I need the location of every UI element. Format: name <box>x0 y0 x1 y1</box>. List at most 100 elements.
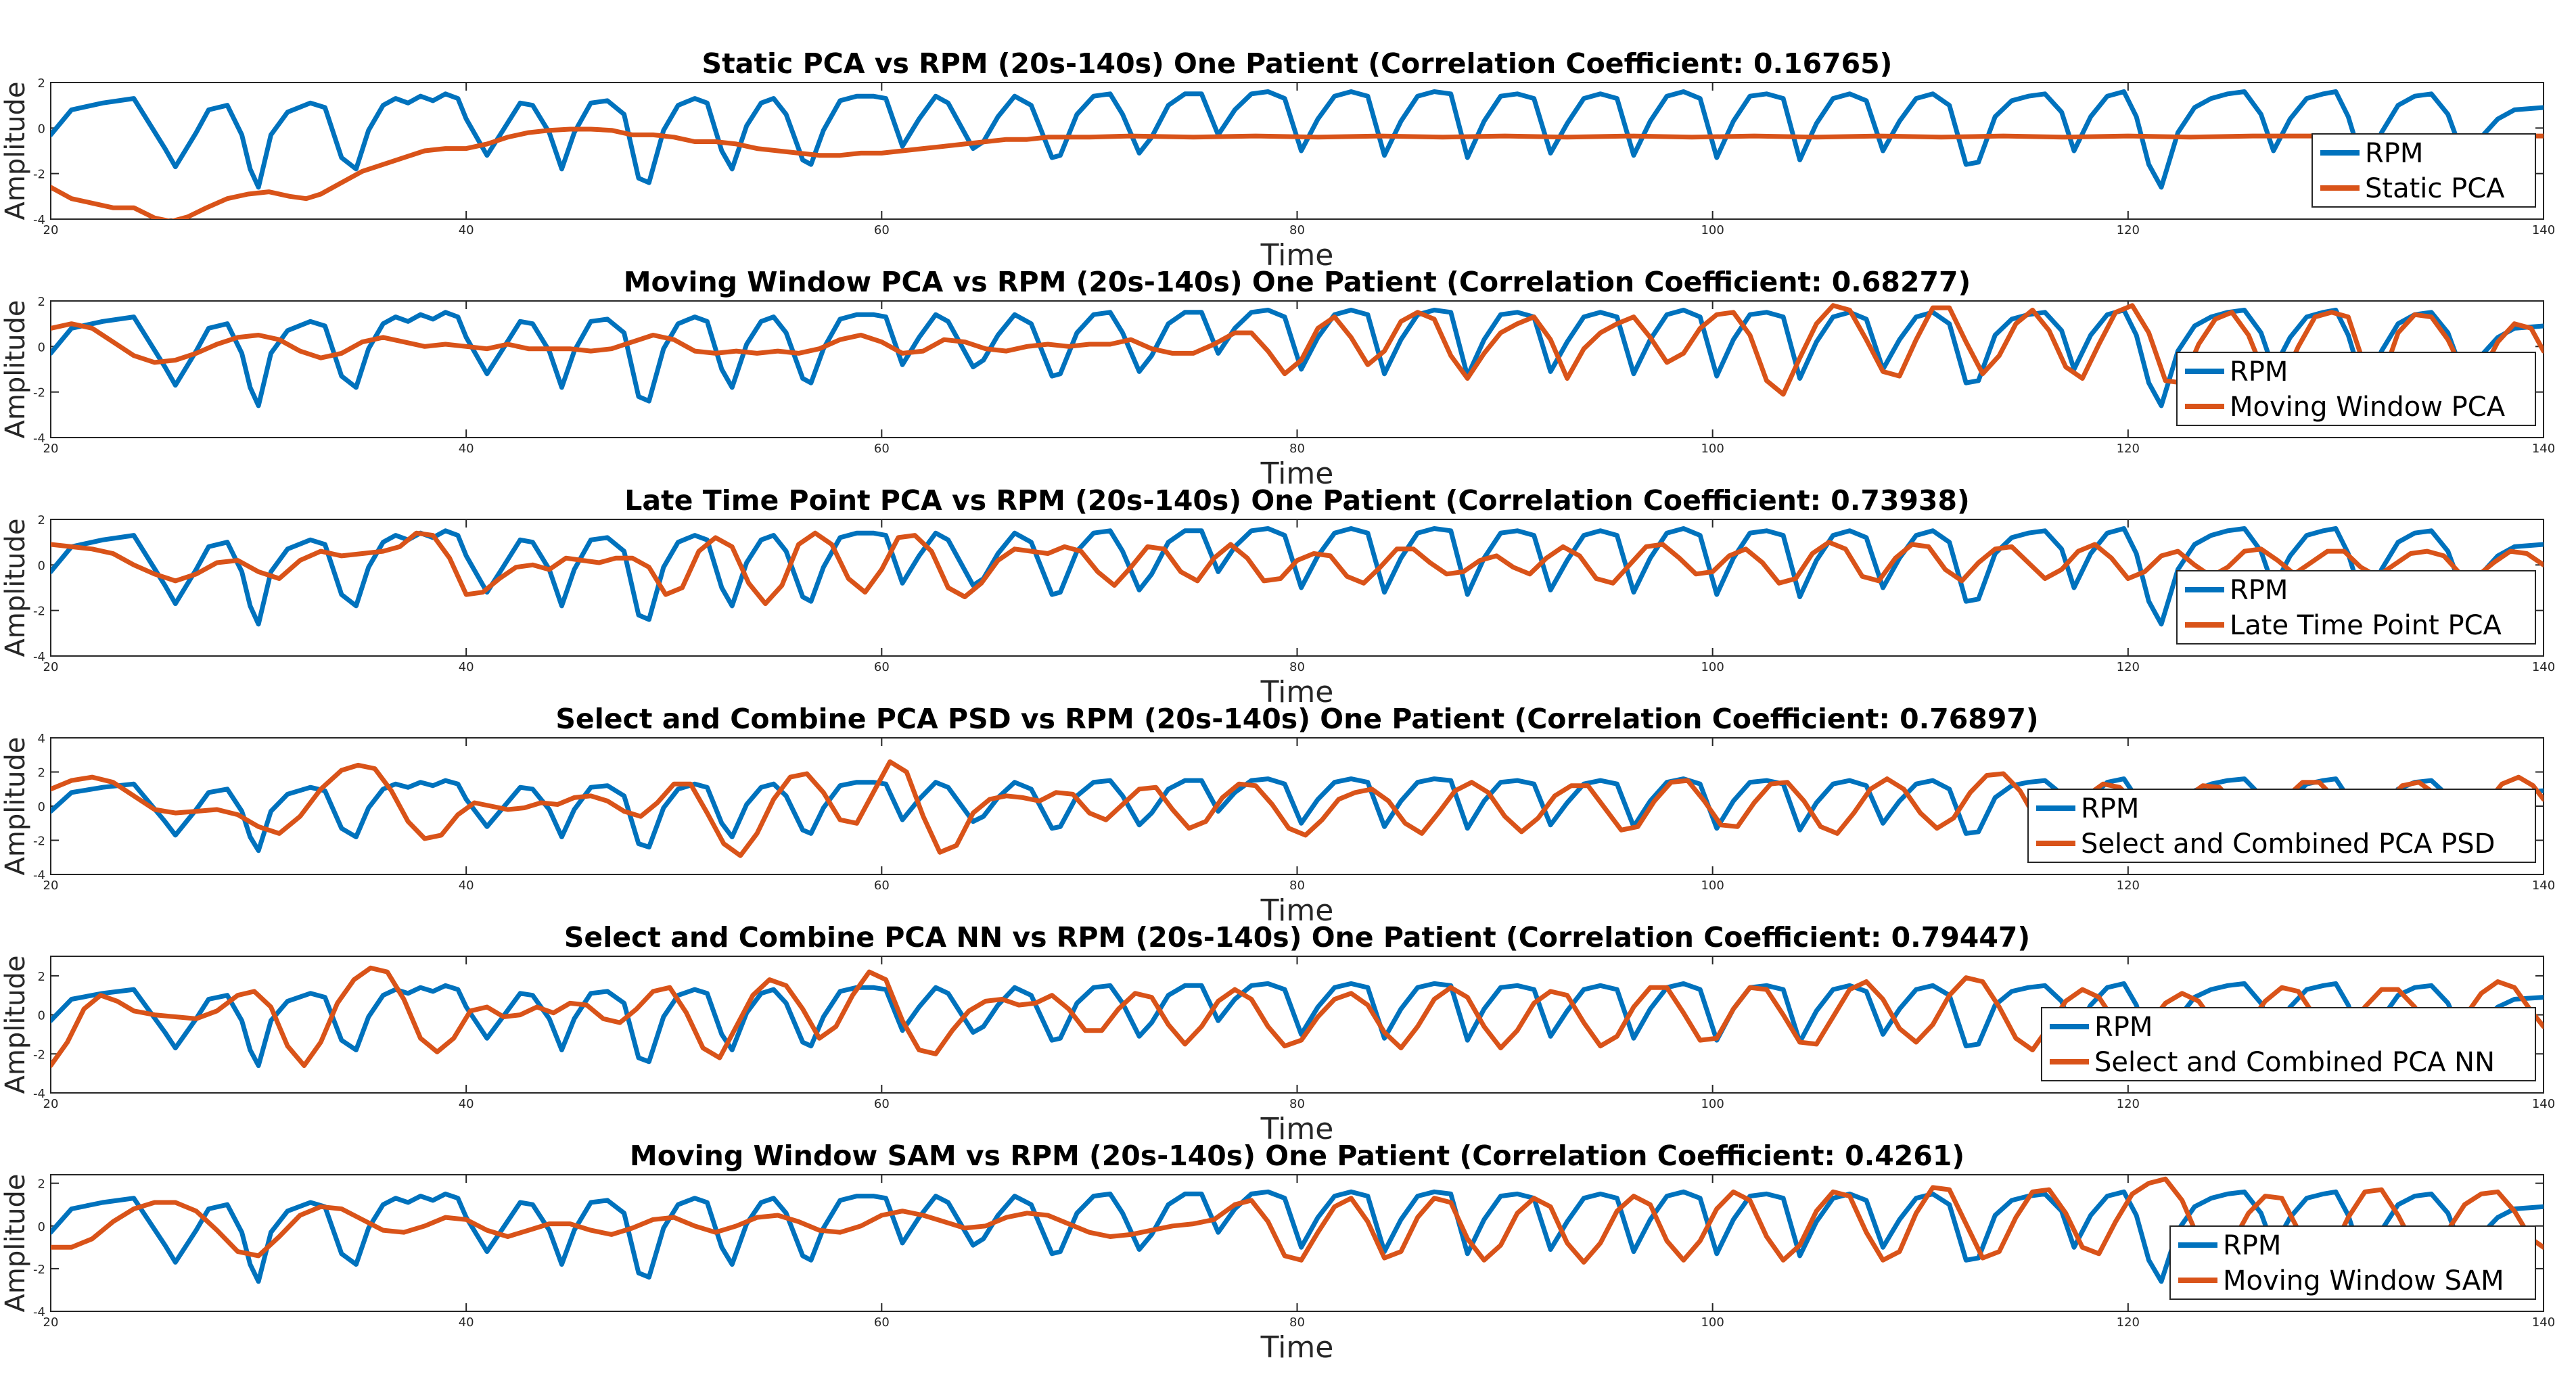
y-tick-label: 2 <box>38 76 45 91</box>
x-tick-label: 100 <box>1701 1097 1724 1111</box>
y-tick-label: 2 <box>38 1177 45 1192</box>
x-tick-label: 80 <box>1289 879 1305 893</box>
y-tick-label: -2 <box>33 1263 45 1277</box>
x-tick-label: 140 <box>2532 223 2555 237</box>
y-tick-label: -2 <box>33 835 45 849</box>
x-tick-label: 140 <box>2532 442 2555 456</box>
legend-label: RPM <box>2081 793 2139 824</box>
y-tick-label: 0 <box>38 559 45 573</box>
y-tick-label: -2 <box>33 1048 45 1062</box>
x-tick-label: 80 <box>1289 442 1305 456</box>
axes-box <box>50 519 2544 657</box>
y-tick-label: -4 <box>33 1087 45 1101</box>
y-tick-label: 4 <box>38 732 45 746</box>
legend-box <box>2027 789 2536 863</box>
series-line-rpm <box>51 526 2544 627</box>
series-line-method <box>51 1176 2544 1265</box>
x-axis-label: Time <box>1260 238 1334 273</box>
chart-title: Select and Combine PCA NN vs RPM (20s-14… <box>564 921 2030 954</box>
y-tick-label: -2 <box>33 168 45 182</box>
x-tick-label: 20 <box>43 1097 59 1111</box>
legend-label: Select and Combined PCA PSD <box>2081 828 2495 860</box>
x-tick-label: 20 <box>43 1315 59 1330</box>
series-line-rpm <box>51 308 2544 408</box>
x-tick-label: 120 <box>2117 879 2140 893</box>
chart-panel-1: Static PCA vs RPM (20s-140s) One Patient… <box>0 47 2555 273</box>
y-tick-label: 0 <box>38 1009 45 1023</box>
y-tick-label: -2 <box>33 386 45 400</box>
y-tick-label: 2 <box>38 766 45 780</box>
y-axis-label: Amplitude <box>0 82 31 220</box>
chart-panel-4: Select and Combine PCA PSD vs RPM (20s-1… <box>0 703 2555 928</box>
legend-label: RPM <box>2223 1230 2281 1261</box>
series-line-method <box>51 303 2544 397</box>
legend-label: Moving Window PCA <box>2230 392 2506 423</box>
axes-box <box>50 300 2544 438</box>
x-tick-label: 60 <box>874 223 890 237</box>
x-tick-label: 80 <box>1289 660 1305 674</box>
y-tick-label: 2 <box>38 970 45 984</box>
series-line-method <box>51 530 2544 607</box>
x-tick-label: 60 <box>874 879 890 893</box>
x-tick-label: 100 <box>1701 879 1724 893</box>
x-tick-label: 40 <box>459 1315 474 1330</box>
y-tick-label: -4 <box>33 213 45 227</box>
x-tick-label: 120 <box>2117 223 2140 237</box>
x-axis-label: Time <box>1260 1330 1334 1365</box>
x-tick-label: 60 <box>874 1315 890 1330</box>
series-line-method <box>51 126 2544 219</box>
legend-label: RPM <box>2365 138 2423 169</box>
x-tick-label: 40 <box>459 442 474 456</box>
legend-label: RPM <box>2230 356 2288 388</box>
x-tick-label: 80 <box>1289 1315 1305 1330</box>
legend-label: Late Time Point PCA <box>2230 610 2502 641</box>
y-tick-label: -2 <box>33 605 45 619</box>
y-tick-label: 2 <box>38 513 45 528</box>
y-axis-label: Amplitude <box>0 956 31 1094</box>
x-tick-label: 20 <box>43 442 59 456</box>
legend: RPM Late Time Point PCA <box>2176 570 2536 645</box>
legend: RPM Moving Window PCA <box>2176 352 2536 426</box>
y-tick-label: 0 <box>38 800 45 814</box>
x-tick-label: 20 <box>43 660 59 674</box>
y-axis-label: Amplitude <box>0 737 31 876</box>
chart-title: Select and Combine PCA PSD vs RPM (20s-1… <box>555 703 2038 735</box>
y-tick-label: -4 <box>33 650 45 664</box>
y-tick-label: 0 <box>38 340 45 354</box>
y-tick-label: 0 <box>38 1220 45 1234</box>
y-axis-label: Amplitude <box>0 519 31 657</box>
y-tick-label: -4 <box>33 868 45 883</box>
x-tick-label: 140 <box>2532 1315 2555 1330</box>
x-tick-label: 40 <box>459 879 474 893</box>
x-tick-label: 80 <box>1289 1097 1305 1111</box>
x-tick-label: 120 <box>2117 442 2140 456</box>
x-tick-label: 100 <box>1701 660 1724 674</box>
legend: RPM Static PCA <box>2312 133 2536 208</box>
legend: RPM Moving Window SAM <box>2169 1225 2536 1300</box>
chart-title: Late Time Point PCA vs RPM (20s-140s) On… <box>624 484 1969 517</box>
x-tick-label: 120 <box>2117 1315 2140 1330</box>
legend-label: Select and Combined PCA NN <box>2094 1047 2495 1078</box>
y-axis-label: Amplitude <box>0 300 31 439</box>
y-axis-label: Amplitude <box>0 1174 31 1313</box>
x-tick-label: 100 <box>1701 1315 1724 1330</box>
legend-box <box>2312 133 2536 208</box>
x-tick-label: 120 <box>2117 1097 2140 1111</box>
x-axis-label: Time <box>1260 893 1334 928</box>
chart-panel-3: Late Time Point PCA vs RPM (20s-140s) On… <box>0 484 2555 709</box>
x-tick-label: 40 <box>459 1097 474 1111</box>
chart-title: Static PCA vs RPM (20s-140s) One Patient… <box>702 47 1893 80</box>
chart-title: Moving Window PCA vs RPM (20s-140s) One … <box>624 266 1971 298</box>
x-tick-label: 40 <box>459 660 474 674</box>
x-axis-label: Time <box>1260 457 1334 491</box>
legend: RPM Select and Combined PCA PSD <box>2027 789 2536 863</box>
y-tick-label: 2 <box>38 295 45 309</box>
series-line-rpm <box>51 89 2544 190</box>
x-tick-label: 60 <box>874 1097 890 1111</box>
legend-label: Moving Window SAM <box>2223 1265 2504 1296</box>
chart-panel-2: Moving Window PCA vs RPM (20s-140s) One … <box>0 266 2555 491</box>
x-tick-label: 140 <box>2532 879 2555 893</box>
y-tick-label: -4 <box>33 1305 45 1319</box>
chart-title: Moving Window SAM vs RPM (20s-140s) One … <box>630 1140 1964 1172</box>
x-tick-label: 120 <box>2117 660 2140 674</box>
